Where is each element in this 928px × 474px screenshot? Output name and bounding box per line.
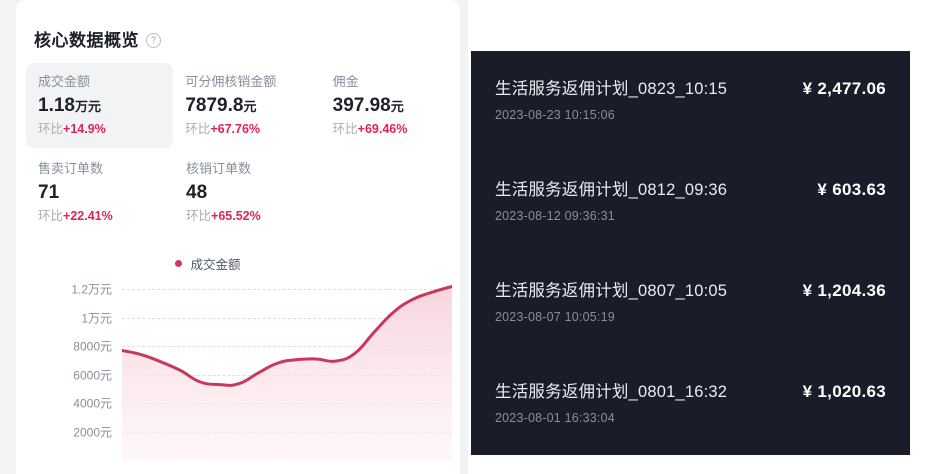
list-item[interactable]: 生活服务返佣计划_0801_16:32 ¥ 1,020.63 2023-08-0… [471, 354, 910, 455]
page-title: 核心数据概览 [34, 31, 139, 50]
y-axis-tick-label: 6000元 [73, 368, 112, 383]
metric-delta-prefix: 环比 [38, 209, 64, 223]
list-item[interactable]: 生活服务返佣计划_0807_10:05 ¥ 1,204.36 2023-08-0… [471, 253, 910, 354]
y-axis-tick-label: 1万元 [81, 311, 112, 326]
metric-delta: 环比+65.52% [186, 208, 310, 224]
metric-delta: 环比+67.76% [185, 121, 308, 137]
metric-delta-value: +14.9% [63, 122, 106, 136]
question-circle-icon[interactable]: ? [146, 32, 161, 48]
y-axis-tick-label: 4000元 [73, 396, 112, 411]
record-amount: ¥ 603.63 [817, 180, 886, 199]
metric-number: 1.18 [38, 95, 75, 116]
chart-area: 1.2万元 1万元 8000元 6000元 4000元 2000元 [16, 275, 460, 460]
metric-delta-prefix: 环比 [185, 122, 211, 136]
metric-unit: 万元 [74, 99, 101, 114]
metric-label: 成交金额 [38, 74, 91, 89]
card-header: 核心数据概览 ? [16, 0, 460, 51]
chart-svg [122, 284, 452, 460]
metric-unit: 元 [243, 99, 257, 114]
record-amount: ¥ 2,477.06 [802, 79, 886, 98]
metric-delta: 环比+14.9% [38, 121, 161, 137]
metric-delta: 环比+69.46% [333, 121, 448, 137]
metric-delta-value: +65.52% [211, 209, 261, 223]
record-header: 生活服务返佣计划_0801_16:32 ¥ 1,020.63 [495, 378, 886, 402]
metric-delta: 环比+22.41% [38, 208, 162, 224]
chart-line [122, 284, 452, 387]
record-timestamp: 2023-08-07 10:05:19 [495, 310, 615, 324]
metric-number: 397.98 [332, 95, 391, 116]
legend-label[interactable]: 成交金额 [190, 257, 241, 272]
metrics-row-primary: 成交金额 1.18万元 环比+14.9% 可分佣核销金额 7879.8元 环比+… [16, 63, 460, 148]
transaction-amount-chart: 成交金额 1.2万元 1万元 8000元 6000元 4000元 2000元 [16, 251, 460, 461]
metric-value: 7879.8元 [185, 94, 308, 118]
list-item[interactable]: 生活服务返佣计划_0812_09:36 ¥ 603.63 2023-08-12 … [471, 152, 910, 253]
metric-card-commissionable-amount[interactable]: 可分佣核销金额 7879.8元 环比+67.76% [173, 63, 320, 148]
record-amount: ¥ 1,020.63 [802, 382, 886, 401]
chart-y-axis: 1.2万元 1万元 8000元 6000元 4000元 2000元 [16, 275, 116, 460]
chart-plot[interactable] [122, 275, 452, 460]
metric-card-commission[interactable]: 佣金 397.98元 环比+69.46% [321, 63, 460, 148]
record-timestamp: 2023-08-23 10:15:06 [495, 108, 615, 122]
metric-delta-prefix: 环比 [186, 209, 212, 223]
metric-value: 71 [38, 181, 162, 205]
record-header: 生活服务返佣计划_0807_10:05 ¥ 1,204.36 [495, 277, 886, 301]
metric-unit: 元 [390, 99, 404, 114]
metric-card-redeemed-order-count[interactable]: 核销订单数 48 环比+65.52% [174, 150, 322, 235]
record-amount: ¥ 1,204.36 [802, 281, 886, 300]
metric-delta-value: +22.41% [63, 209, 113, 223]
chart-gridline [122, 317, 452, 319]
metric-value: 1.18万元 [38, 94, 161, 118]
y-axis-tick-label: 2000元 [73, 425, 112, 440]
metric-label: 佣金 [332, 74, 359, 89]
metric-value: 48 [186, 181, 310, 205]
metric-value: 397.98元 [333, 94, 448, 118]
y-axis-tick-label: 8000元 [73, 339, 112, 354]
metric-number: 7879.8 [185, 95, 244, 116]
metric-delta-prefix: 环比 [38, 122, 64, 136]
record-timestamp: 2023-08-12 09:36:31 [495, 209, 615, 223]
metric-delta-value: +67.76% [210, 122, 261, 136]
record-title: 生活服务返佣计划_0823_10:15 [495, 80, 728, 98]
y-axis-tick-label: 1.2万元 [71, 282, 112, 297]
metric-number: 48 [186, 182, 208, 203]
record-title: 生活服务返佣计划_0812_09:36 [495, 181, 728, 199]
metric-delta-value: +69.46% [357, 122, 408, 136]
chart-gridline [122, 346, 452, 348]
metric-delta-prefix: 环比 [332, 122, 358, 136]
metric-number: 71 [38, 182, 60, 203]
record-header: 生活服务返佣计划_0823_10:15 ¥ 2,477.06 [495, 75, 886, 99]
chart-legend: 成交金额 [16, 251, 460, 275]
metric-card-transaction-amount[interactable]: 成交金额 1.18万元 环比+14.9% [26, 63, 174, 148]
list-item[interactable]: 生活服务返佣计划_0823_10:15 ¥ 2,477.06 2023-08-2… [471, 51, 910, 152]
record-title: 生活服务返佣计划_0801_16:32 [495, 383, 728, 401]
metric-card-sold-order-count[interactable]: 售卖订单数 71 环比+22.41% [26, 150, 174, 235]
record-timestamp: 2023-08-01 16:33:04 [495, 411, 615, 425]
chart-area-fill [122, 286, 452, 460]
metric-label: 可分佣核销金额 [185, 74, 277, 89]
metric-label: 核销订单数 [186, 161, 252, 176]
core-data-overview-card: 核心数据概览 ? 成交金额 1.18万元 环比+14.9% 可分佣核销金额 78… [16, 0, 460, 474]
metric-label: 售卖订单数 [38, 161, 104, 176]
chart-gridline [122, 289, 452, 291]
metrics-grid: 成交金额 1.18万元 环比+14.9% 可分佣核销金额 7879.8元 环比+… [16, 51, 460, 235]
record-title: 生活服务返佣计划_0807_10:05 [495, 282, 728, 300]
legend-dot-icon [175, 259, 183, 267]
record-header: 生活服务返佣计划_0812_09:36 ¥ 603.63 [495, 176, 886, 200]
metrics-row-secondary: 售卖订单数 71 环比+22.41% 核销订单数 48 环比+65.52% [16, 150, 460, 235]
rebate-records-panel: 生活服务返佣计划_0823_10:15 ¥ 2,477.06 2023-08-2… [471, 51, 910, 455]
